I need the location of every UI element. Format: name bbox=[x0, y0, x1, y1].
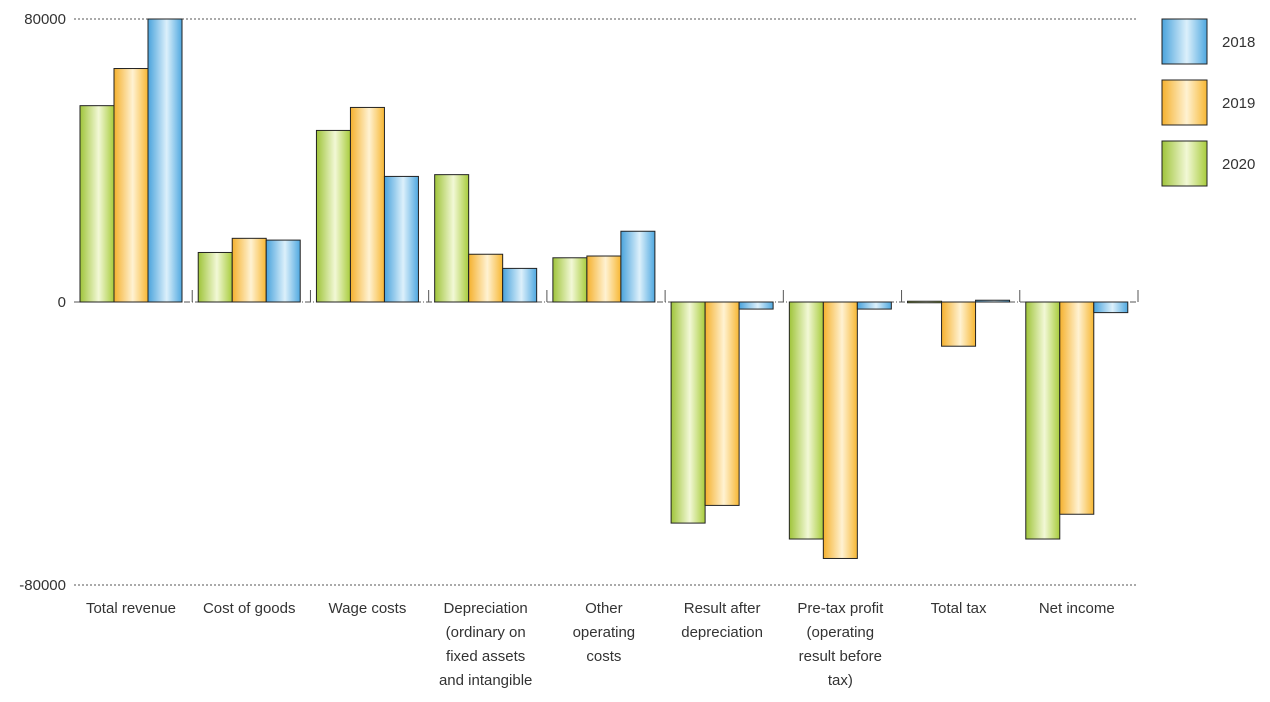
bar-2019 bbox=[1059, 301, 1095, 515]
x-category-label: Other bbox=[585, 600, 623, 617]
bar-2018 bbox=[502, 267, 538, 303]
bar-2018 bbox=[738, 301, 774, 310]
bar-2019 bbox=[704, 301, 740, 506]
bar-2019 bbox=[231, 237, 267, 303]
legend-swatch-2020 bbox=[1161, 140, 1208, 187]
bar-2020 bbox=[1025, 301, 1061, 540]
bar-2020 bbox=[315, 129, 351, 303]
y-tick-label: -80000 bbox=[19, 577, 66, 594]
x-category-label: result before bbox=[799, 648, 882, 665]
legend-swatch-2019 bbox=[1161, 79, 1208, 126]
x-category-label: Net income bbox=[1039, 600, 1115, 617]
x-category-label: Result after bbox=[684, 600, 761, 617]
legend-label-2020: 2020 bbox=[1222, 156, 1255, 173]
y-tick-label: 0 bbox=[58, 294, 66, 311]
bar-2018 bbox=[856, 301, 892, 310]
x-category-label: tax) bbox=[828, 672, 853, 689]
x-category-label: (ordinary on bbox=[446, 624, 526, 641]
bar-2019 bbox=[586, 255, 622, 303]
bars bbox=[79, 18, 1129, 559]
x-category-label: Cost of goods bbox=[203, 600, 296, 617]
bar-2018 bbox=[1093, 301, 1129, 314]
bar-2018 bbox=[265, 239, 301, 303]
bar-2018 bbox=[383, 175, 419, 303]
x-category-label: Total revenue bbox=[86, 600, 176, 617]
bar-2020 bbox=[552, 257, 588, 303]
bar-2019 bbox=[941, 301, 977, 347]
bar-2020 bbox=[788, 301, 824, 540]
bar-2019 bbox=[113, 68, 149, 303]
bar-2020 bbox=[79, 105, 115, 303]
bar-2018 bbox=[975, 299, 1011, 303]
bar-2018 bbox=[620, 230, 656, 303]
legend-label-2018: 2018 bbox=[1222, 34, 1255, 51]
x-category-label: costs bbox=[586, 648, 621, 665]
x-category-label: and intangible bbox=[439, 672, 532, 689]
legend: 2018 2019 2020 bbox=[1161, 18, 1255, 187]
x-category-label: fixed assets bbox=[446, 648, 525, 665]
bar-2018 bbox=[147, 18, 183, 303]
x-category-label: depreciation bbox=[681, 624, 763, 641]
legend-label-2019: 2019 bbox=[1222, 95, 1255, 112]
bar-2019 bbox=[468, 253, 504, 303]
x-category-label: Pre-tax profit bbox=[797, 600, 884, 617]
x-category-label: (operating bbox=[807, 624, 875, 641]
y-axis-ticks: 80000 0 -80000 bbox=[19, 11, 66, 594]
x-category-label: operating bbox=[573, 624, 636, 641]
y-tick-label: 80000 bbox=[24, 11, 66, 28]
bar-2019 bbox=[822, 301, 858, 559]
x-category-label: Total tax bbox=[931, 600, 987, 617]
x-category-label: Depreciation bbox=[444, 600, 528, 617]
legend-swatch-2018 bbox=[1161, 18, 1208, 65]
bar-2020 bbox=[197, 251, 233, 303]
bar-2020 bbox=[434, 174, 470, 303]
bar-2019 bbox=[349, 106, 385, 303]
x-category-label: Wage costs bbox=[329, 600, 407, 617]
bar-2020 bbox=[907, 300, 943, 304]
bar-2020 bbox=[670, 301, 706, 524]
category-labels: Total revenue Cost of goods Wage costs Depr… bbox=[86, 600, 1115, 689]
